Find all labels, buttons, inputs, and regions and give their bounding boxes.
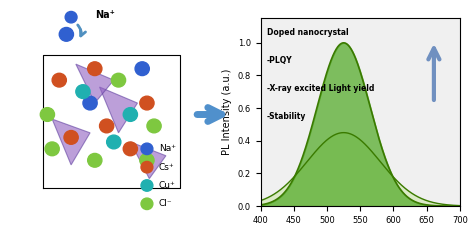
Circle shape	[83, 96, 97, 110]
Circle shape	[141, 180, 153, 191]
Text: -X-ray excited Light yield: -X-ray excited Light yield	[267, 84, 374, 93]
Text: Cu⁺: Cu⁺	[159, 181, 175, 190]
Circle shape	[59, 27, 73, 41]
Polygon shape	[52, 119, 90, 165]
Text: -Stability: -Stability	[267, 112, 306, 121]
Circle shape	[123, 142, 137, 156]
Circle shape	[45, 142, 59, 156]
Circle shape	[140, 153, 154, 167]
Text: Cl⁻: Cl⁻	[159, 199, 173, 208]
Circle shape	[147, 119, 161, 133]
Text: Doped nanocrystal: Doped nanocrystal	[267, 28, 348, 37]
Circle shape	[76, 85, 90, 98]
Circle shape	[111, 73, 126, 87]
Circle shape	[64, 131, 78, 144]
Circle shape	[141, 198, 153, 210]
Polygon shape	[130, 142, 166, 179]
Circle shape	[123, 108, 137, 121]
Circle shape	[107, 135, 121, 149]
Circle shape	[40, 108, 55, 121]
Circle shape	[65, 11, 77, 23]
Text: Na⁺: Na⁺	[95, 10, 115, 20]
Circle shape	[141, 143, 153, 155]
Polygon shape	[100, 87, 137, 133]
Circle shape	[52, 73, 66, 87]
Polygon shape	[76, 64, 114, 103]
Circle shape	[100, 119, 114, 133]
Text: Cs⁺: Cs⁺	[159, 163, 174, 172]
Circle shape	[141, 161, 153, 173]
Circle shape	[140, 96, 154, 110]
Text: -PLQY: -PLQY	[267, 56, 292, 65]
Text: Na⁺: Na⁺	[159, 144, 176, 153]
Circle shape	[88, 153, 102, 167]
Circle shape	[135, 62, 149, 76]
Circle shape	[88, 62, 102, 76]
Y-axis label: PL Intensity (a.u.): PL Intensity (a.u.)	[222, 69, 232, 155]
